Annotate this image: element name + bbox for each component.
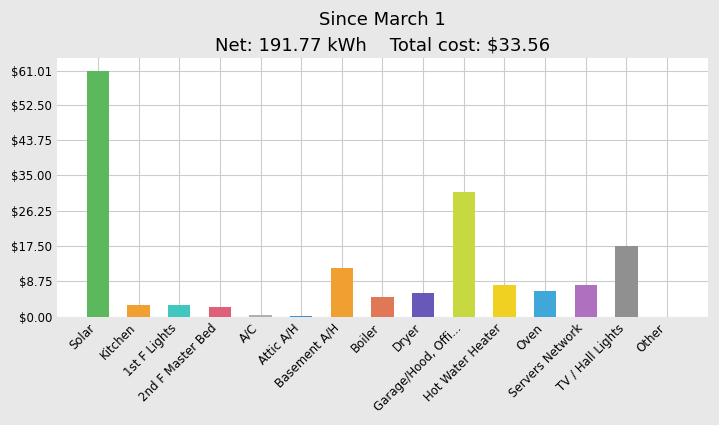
Bar bbox=[249, 314, 272, 317]
Bar bbox=[168, 305, 191, 317]
Bar bbox=[412, 293, 434, 317]
Title: Since March 1
Net: 191.77 kWh    Total cost: $33.56: Since March 1 Net: 191.77 kWh Total cost… bbox=[215, 11, 550, 54]
Bar bbox=[493, 285, 516, 317]
Bar bbox=[331, 268, 353, 317]
Bar bbox=[371, 298, 394, 317]
Bar bbox=[290, 315, 312, 317]
Bar bbox=[127, 306, 150, 317]
Bar bbox=[534, 291, 557, 317]
Bar bbox=[209, 307, 231, 317]
Bar bbox=[615, 246, 638, 317]
Bar bbox=[87, 71, 109, 317]
Bar bbox=[574, 285, 597, 317]
Bar bbox=[453, 192, 475, 317]
